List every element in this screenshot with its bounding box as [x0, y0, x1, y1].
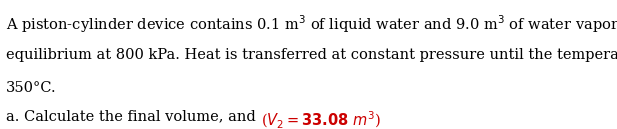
Text: A piston-cylinder device contains 0.1 m$^{3}$ of liquid water and 9.0 m$^{3}$ of: A piston-cylinder device contains 0.1 m$…	[6, 13, 617, 35]
Text: ($\mathit{V}_2 = \mathbf{33.08}\ \mathit{m}^3$): ($\mathit{V}_2 = \mathbf{33.08}\ \mathit…	[260, 110, 381, 129]
Text: 350°C.: 350°C.	[6, 81, 57, 95]
Text: a. Calculate the final volume, and: a. Calculate the final volume, and	[6, 110, 260, 124]
Text: equilibrium at 800 kPa. Heat is transferred at constant pressure until the tempe: equilibrium at 800 kPa. Heat is transfer…	[6, 48, 617, 62]
